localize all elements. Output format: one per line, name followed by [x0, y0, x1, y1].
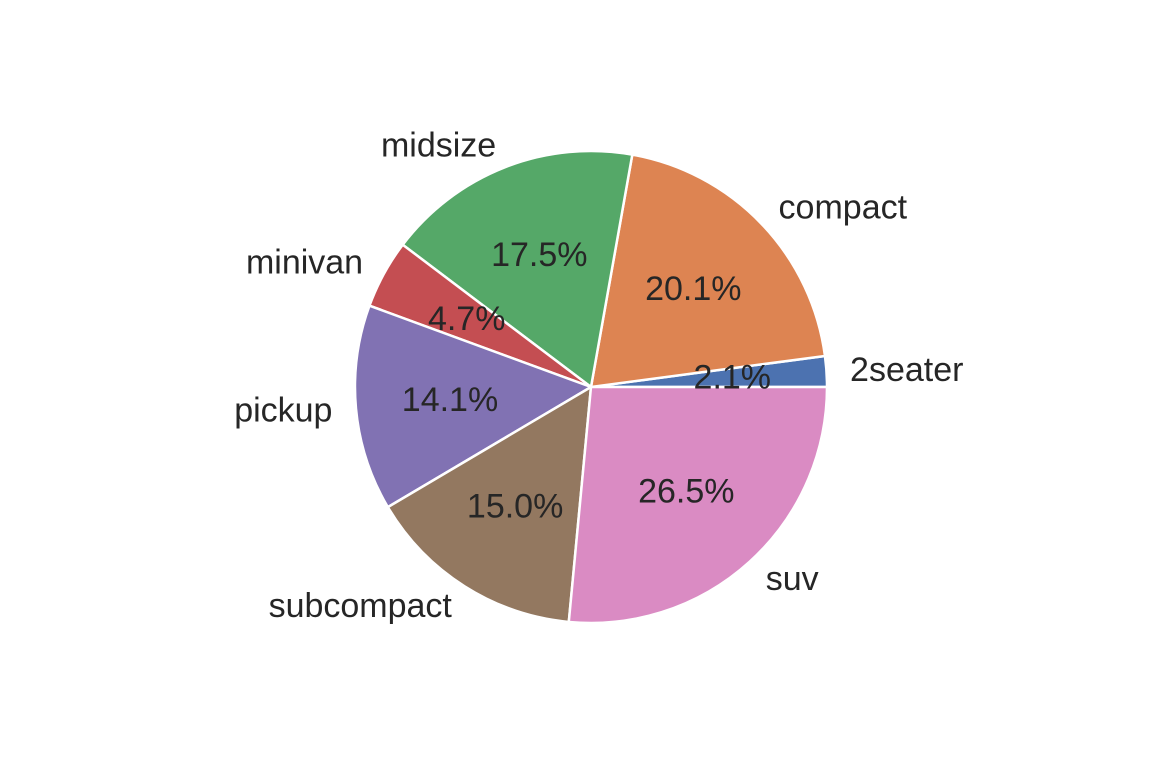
- percent-label-midsize: 17.5%: [491, 236, 587, 274]
- category-label-minivan: minivan: [246, 244, 363, 282]
- percent-label-compact: 20.1%: [645, 270, 741, 308]
- category-label-midsize: midsize: [381, 126, 496, 164]
- category-label-2seater: 2seater: [850, 351, 963, 389]
- pie-slices: [353, 149, 829, 625]
- pie-slice-subcompact: [386, 385, 593, 624]
- percent-label-subcompact: 15.0%: [467, 488, 563, 526]
- percent-label-suv: 26.5%: [638, 473, 734, 511]
- pie-slice-suv: [567, 385, 829, 625]
- pie-slice-pickup: [353, 304, 593, 509]
- percent-label-2seater: 2.1%: [694, 359, 772, 397]
- pie-slice-compact: [589, 153, 827, 389]
- category-label-pickup: pickup: [234, 392, 332, 430]
- category-label-suv: suv: [766, 560, 819, 598]
- category-label-subcompact: subcompact: [269, 587, 453, 625]
- pie-slice-midsize: [401, 149, 634, 389]
- percent-label-minivan: 4.7%: [428, 300, 506, 338]
- pie-labels: 2seater 2.1% compact 20.1% midsize 17.5% miniv…: [234, 126, 963, 625]
- category-label-compact: compact: [779, 189, 908, 227]
- percent-label-pickup: 14.1%: [402, 381, 498, 419]
